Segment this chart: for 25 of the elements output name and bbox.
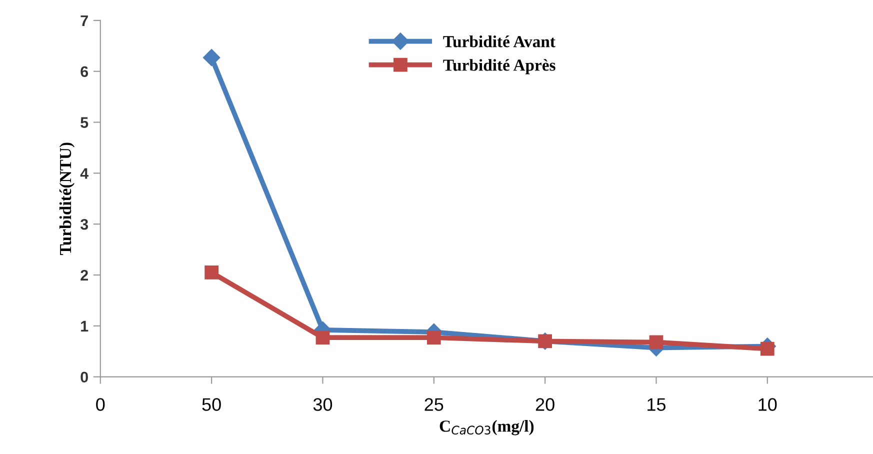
y-axis-title: Turbidité(NTU): [59, 142, 75, 256]
x-axis-title: C$_{CaCO3}$(mg/l): [440, 420, 534, 436]
y-tick-label: 2: [80, 270, 88, 281]
y-tick-label: 3: [80, 218, 88, 230]
x-tick-label: 20: [536, 398, 554, 411]
y-tick-label: 1: [81, 320, 88, 332]
x-tick-label: 25: [424, 398, 444, 411]
point: [316, 330, 330, 345]
x-tick-label: 50: [202, 398, 221, 411]
x-tick-label: 30: [313, 398, 332, 411]
y-tick-label: 0: [80, 372, 88, 383]
legend-label: Turbidité Avant: [443, 36, 556, 48]
point: [426, 330, 441, 345]
point: [204, 266, 219, 280]
point: [760, 342, 774, 356]
y-tick-label: 6: [80, 66, 88, 78]
x-tick-label: 15: [648, 398, 666, 411]
point: [203, 49, 220, 66]
y-tick-label: 7: [80, 15, 88, 26]
x-tick-label: 0: [96, 398, 105, 411]
y-tick-label: 5: [80, 117, 88, 128]
legend-label: Turbidité Après: [443, 59, 556, 74]
x-tick-label: 10: [758, 398, 777, 411]
point: [649, 335, 664, 350]
y-tick-label: 4: [80, 168, 89, 179]
